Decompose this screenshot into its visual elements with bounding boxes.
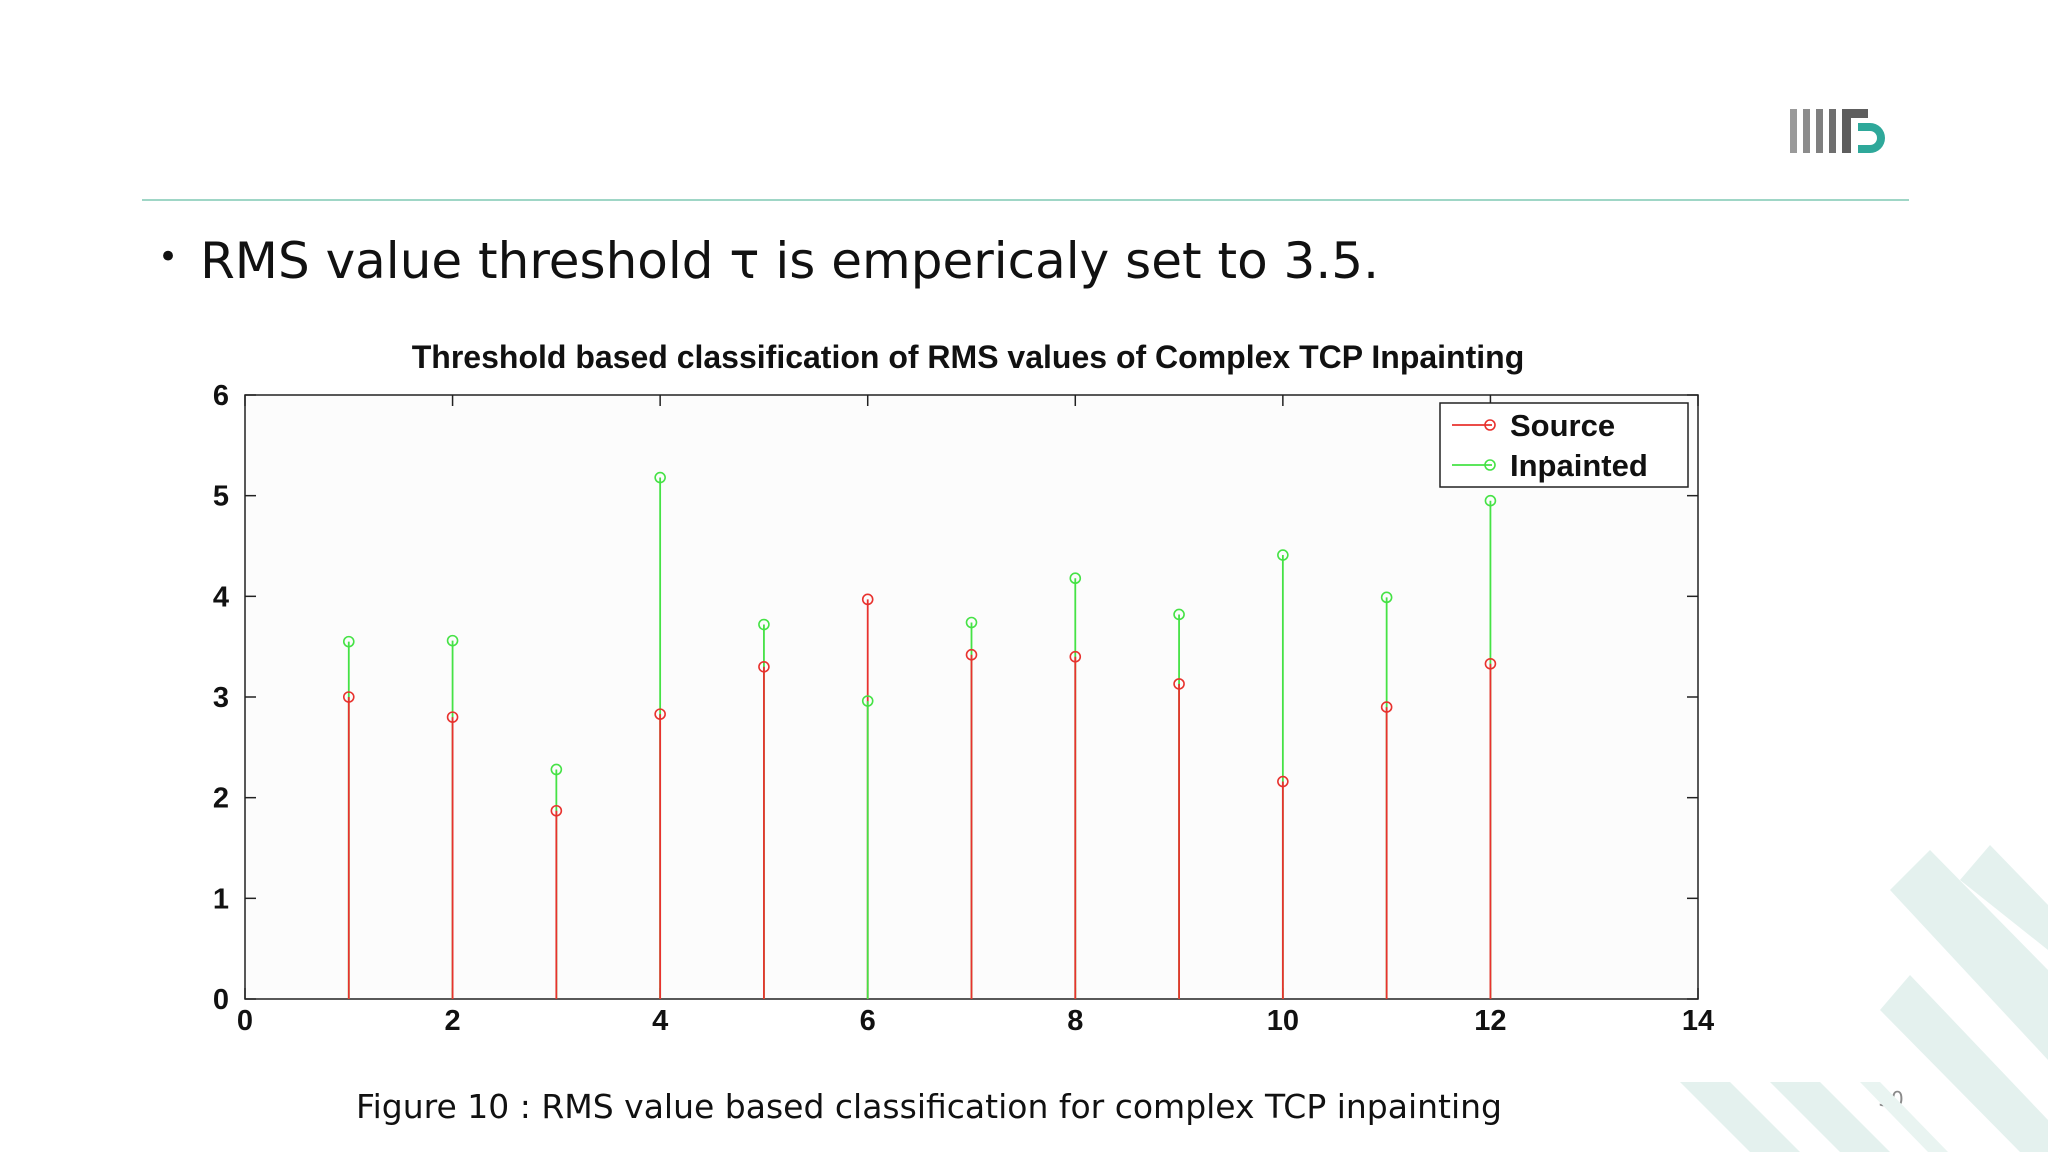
chart-title: Threshold based classification of RMS va… (412, 339, 1524, 375)
x-tick-label: 14 (1682, 1005, 1714, 1037)
marker-source (446, 711, 459, 723)
marker-inpainted (758, 618, 770, 631)
marker-source (1069, 650, 1082, 663)
x-tick-label: 0 (237, 1005, 253, 1037)
marker-source (654, 708, 666, 720)
marker-inpainted (861, 695, 874, 707)
stems (342, 471, 1497, 999)
figure-caption: Figure 10 : RMS value based classificati… (356, 1087, 1503, 1126)
y-tick-label: 5 (213, 481, 229, 513)
y-tick-label: 1 (213, 883, 229, 915)
marker-source (1484, 657, 1497, 670)
marker-inpainted (1380, 591, 1393, 604)
marker-source (965, 648, 978, 661)
y-tick-label: 0 (213, 984, 229, 1016)
marker-source (861, 593, 874, 606)
y-tick-label: 3 (213, 682, 229, 714)
legend-label-inpainted: Inpainted (1510, 448, 1648, 483)
marker-inpainted (1484, 494, 1497, 507)
x-tick-label: 4 (652, 1005, 668, 1037)
marker-inpainted (1069, 572, 1082, 585)
legend: Source Inpainted (1439, 402, 1689, 488)
bullet-text: RMS value threshold τ is empericaly set … (200, 232, 1379, 290)
legend-label-source: Source (1510, 408, 1615, 443)
marker-source (1380, 701, 1393, 713)
marker-inpainted (342, 635, 355, 648)
x-tick-label: 12 (1474, 1005, 1506, 1037)
iiitd-logo (1790, 109, 1885, 153)
marker-inpainted (550, 763, 563, 776)
marker-inpainted (1173, 608, 1185, 621)
legend-box (1439, 402, 1689, 488)
x-tick-label: 2 (445, 1005, 461, 1037)
marker-source (550, 804, 563, 817)
y-tick-label: 4 (213, 581, 229, 613)
x-tick-label: 10 (1267, 1005, 1299, 1037)
legend-marker-source (1484, 419, 1496, 431)
legend-marker-inpainted (1484, 459, 1496, 471)
y-tick-label: 6 (213, 380, 229, 412)
corner-decoration (1680, 845, 2048, 1152)
bullet-point: • RMS value threshold τ is empericaly se… (158, 232, 1758, 290)
marker-source (342, 691, 355, 703)
marker-inpainted (1277, 549, 1289, 561)
bullet-marker: • (158, 237, 179, 277)
marker-inpainted (654, 471, 666, 484)
marker-inpainted (965, 616, 978, 629)
marker-source (1173, 678, 1185, 690)
y-tick-label: 2 (213, 783, 229, 815)
x-tick-label: 6 (860, 1005, 876, 1037)
marker-source (758, 660, 770, 673)
marker-source (1277, 775, 1289, 788)
x-tick-label: 8 (1067, 1005, 1083, 1037)
marker-inpainted (446, 634, 459, 647)
header-divider (142, 199, 1909, 201)
